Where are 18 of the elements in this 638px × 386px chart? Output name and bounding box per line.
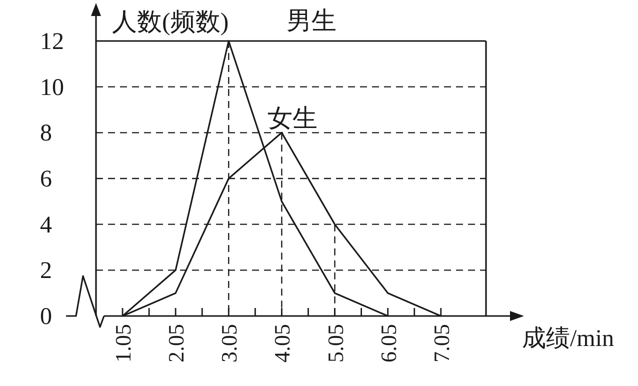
y-tick-label: 2: [40, 258, 52, 284]
x-tick-label: 1.05: [110, 324, 136, 362]
text: 男生: [286, 8, 337, 35]
x-axis-title: 成绩/min: [522, 326, 614, 352]
y-tick-label: 4: [40, 212, 52, 238]
y-tick-label: 0: [40, 304, 52, 330]
x-tick-label: 5.05: [322, 324, 348, 362]
y-tick-label: 8: [40, 120, 52, 147]
series-label: 女生: [268, 106, 318, 133]
x-tick-label: 4.05: [270, 324, 295, 362]
x-tick-label: 3.05: [216, 324, 242, 362]
x-tick-label: 2.05: [164, 324, 189, 362]
y-axis-title: 人数(频数): [112, 9, 229, 36]
y-tick-label: 6: [40, 166, 52, 192]
y-tick-label: 10: [40, 74, 64, 101]
x-tick-label: 6.05: [376, 324, 401, 362]
y-tick-label: 12: [40, 29, 64, 55]
x-tick-label: 7.05: [428, 324, 454, 362]
